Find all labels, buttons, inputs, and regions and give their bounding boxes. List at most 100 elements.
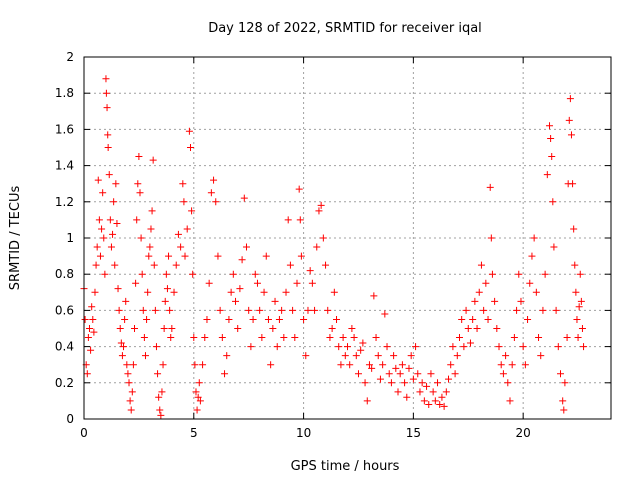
- data-point: [491, 297, 499, 305]
- data-point: [524, 315, 532, 323]
- data-point: [183, 225, 191, 233]
- data-point: [552, 306, 560, 314]
- data-point: [256, 306, 264, 314]
- data-point: [357, 346, 365, 354]
- data-point: [186, 144, 194, 151]
- data-point: [535, 334, 543, 342]
- data-point: [131, 325, 139, 332]
- data-point: [328, 325, 336, 332]
- data-point: [145, 252, 153, 260]
- data-point: [92, 261, 100, 269]
- data-point: [98, 225, 106, 233]
- data-point: [528, 252, 536, 260]
- y-axis-label: SRMTID / TECUs: [8, 186, 23, 291]
- data-point: [218, 334, 226, 342]
- data-point: [319, 234, 327, 242]
- y-tick-labels: 0 0.2 0.4 0.6 0.8 1 1.2 1.4 1.6 1.8 2: [55, 50, 74, 426]
- data-point: [469, 315, 477, 323]
- data-point: [158, 388, 166, 396]
- data-point: [482, 279, 490, 287]
- data-point: [515, 270, 523, 278]
- data-point: [455, 334, 463, 342]
- data-point: [374, 352, 382, 360]
- data-point: [296, 216, 304, 224]
- data-point: [260, 288, 268, 296]
- data-point: [339, 334, 347, 342]
- data-point: [273, 343, 281, 351]
- data-point: [104, 144, 112, 151]
- data-point: [480, 306, 488, 314]
- data-point: [486, 183, 494, 191]
- data-point: [104, 131, 112, 139]
- data-point: [573, 315, 581, 323]
- data-point: [526, 279, 534, 287]
- data-point: [165, 252, 173, 260]
- data-point: [370, 292, 378, 300]
- data-point: [574, 334, 582, 342]
- data-point: [128, 388, 136, 396]
- data-point: [434, 379, 442, 387]
- data-point: [195, 379, 203, 387]
- data-point: [414, 370, 422, 378]
- data-point: [554, 343, 562, 351]
- data-point: [577, 297, 585, 305]
- data-point: [236, 285, 244, 293]
- data-point: [458, 315, 466, 323]
- data-point: [517, 297, 525, 305]
- data-point: [102, 89, 110, 97]
- data-point: [149, 156, 157, 164]
- data-point: [330, 288, 338, 296]
- y-tick-label: 1: [66, 231, 74, 245]
- data-point: [572, 288, 580, 296]
- data-point: [267, 361, 275, 369]
- data-point: [91, 288, 99, 296]
- data-point: [499, 370, 507, 378]
- data-point: [466, 339, 474, 347]
- data-point: [216, 306, 224, 314]
- data-point: [363, 397, 371, 405]
- data-point: [561, 379, 569, 387]
- data-point: [150, 261, 158, 269]
- y-tick-label: 0.8: [55, 267, 74, 281]
- data-point: [475, 288, 483, 296]
- data-point: [286, 261, 294, 269]
- data-point: [381, 310, 389, 318]
- data-point: [383, 343, 391, 351]
- data-point: [253, 279, 261, 287]
- data-point: [166, 306, 174, 314]
- y-tick-label: 1.8: [55, 86, 74, 100]
- data-point: [464, 325, 472, 332]
- data-point: [484, 315, 492, 323]
- chart-title: Day 128 of 2022, SRMTID for receiver iqa…: [208, 21, 482, 36]
- data-point: [487, 234, 495, 242]
- data-point: [547, 134, 555, 142]
- data-point: [90, 328, 98, 336]
- data-point: [135, 153, 143, 161]
- data-point: [225, 315, 233, 323]
- data-point: [508, 361, 516, 369]
- x-tick-label: 15: [406, 426, 421, 440]
- data-point: [181, 252, 189, 260]
- y-tick-label: 2: [66, 50, 74, 64]
- data-point: [549, 198, 557, 206]
- data-point: [346, 361, 354, 369]
- data-point: [394, 388, 402, 396]
- data-point: [124, 370, 132, 378]
- data-point: [280, 334, 288, 342]
- data-point: [521, 361, 529, 369]
- data-point: [473, 325, 481, 332]
- data-point: [125, 379, 133, 387]
- data-point: [112, 180, 120, 188]
- x-tick-label: 20: [516, 426, 531, 440]
- data-point: [174, 230, 182, 238]
- grid-lines: [84, 57, 611, 419]
- data-point: [129, 361, 137, 369]
- y-tick-label: 1.4: [55, 159, 74, 173]
- data-point: [559, 397, 567, 405]
- data-point: [488, 270, 496, 278]
- data-point: [563, 334, 571, 342]
- data-point: [361, 379, 369, 387]
- data-point: [308, 279, 316, 287]
- x-axis-label: GPS time / hours: [291, 459, 400, 474]
- data-point: [180, 198, 188, 206]
